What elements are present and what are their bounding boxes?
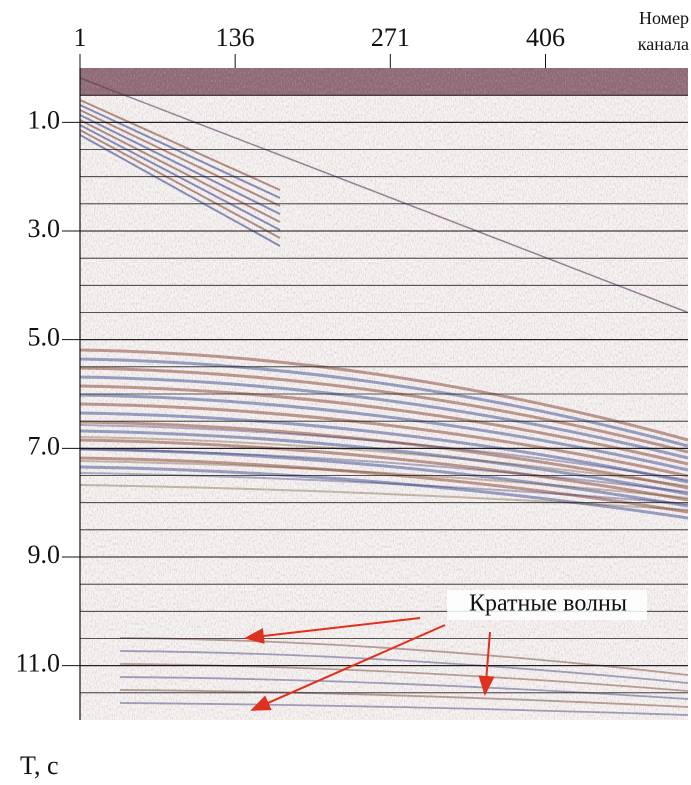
seismic-event	[79, 99, 281, 191]
y-tick-label: 5.0	[28, 323, 61, 352]
y-tick-label: 7.0	[28, 431, 61, 460]
x-tick-label: 1	[74, 23, 87, 52]
seismic-event	[119, 702, 689, 716]
x-tick-label: 136	[216, 23, 255, 52]
annotation-text: Кратные волны	[469, 591, 627, 617]
seismic-event	[79, 114, 281, 215]
seismic-event	[79, 357, 689, 448]
seismic-event	[79, 366, 689, 454]
top-band-texture	[80, 68, 688, 96]
annotation-arrow	[244, 617, 421, 644]
seismic-event	[119, 676, 689, 700]
seismic-event	[119, 689, 689, 708]
seismic-event	[79, 420, 689, 490]
y-tick-label: 11.0	[15, 649, 60, 678]
seismic-event	[79, 456, 689, 514]
seismic-event	[79, 465, 689, 520]
y-tick-label: 1.0	[28, 105, 61, 134]
seismic-event	[79, 436, 689, 487]
seismic-event	[79, 119, 281, 223]
seismic-event	[79, 384, 689, 466]
seismic-event	[79, 375, 689, 460]
annotation-arrow	[250, 624, 446, 711]
seismic-event	[119, 663, 689, 692]
seismic-event	[79, 109, 281, 207]
seismic-event	[79, 402, 689, 478]
x-axis-label: Номер	[639, 8, 689, 28]
seismic-event	[79, 447, 689, 508]
seismic-event	[79, 104, 281, 199]
seismic-event	[79, 129, 281, 239]
x-tick-label: 271	[371, 23, 410, 52]
y-tick-label: 9.0	[28, 540, 61, 569]
seismic-event	[79, 424, 689, 481]
seismic-event	[79, 460, 689, 499]
seismic-event	[119, 650, 689, 684]
seismic-event	[79, 124, 281, 231]
x-axis-label: канала	[638, 34, 689, 54]
seismic-event	[79, 484, 689, 511]
x-tick-label: 406	[526, 23, 565, 52]
seismic-event	[79, 393, 689, 472]
seismic-event	[79, 411, 689, 484]
seismic-event	[79, 448, 689, 493]
axes: 1.0 3.0 5.0 7.0 9.0 11.0 1 136 271 406 Номер канала…	[15, 8, 689, 780]
seismic-event	[79, 429, 689, 496]
seismic-event	[79, 348, 689, 442]
seismic-event	[79, 77, 689, 314]
annotation-bg	[447, 590, 647, 620]
y-tick-label: 3.0	[28, 214, 61, 243]
seismic-event	[79, 472, 689, 505]
seismic-event	[79, 134, 281, 247]
y-axis-label: T, с	[20, 751, 59, 780]
annotation-arrow	[478, 631, 495, 696]
seismic-event	[79, 438, 689, 502]
